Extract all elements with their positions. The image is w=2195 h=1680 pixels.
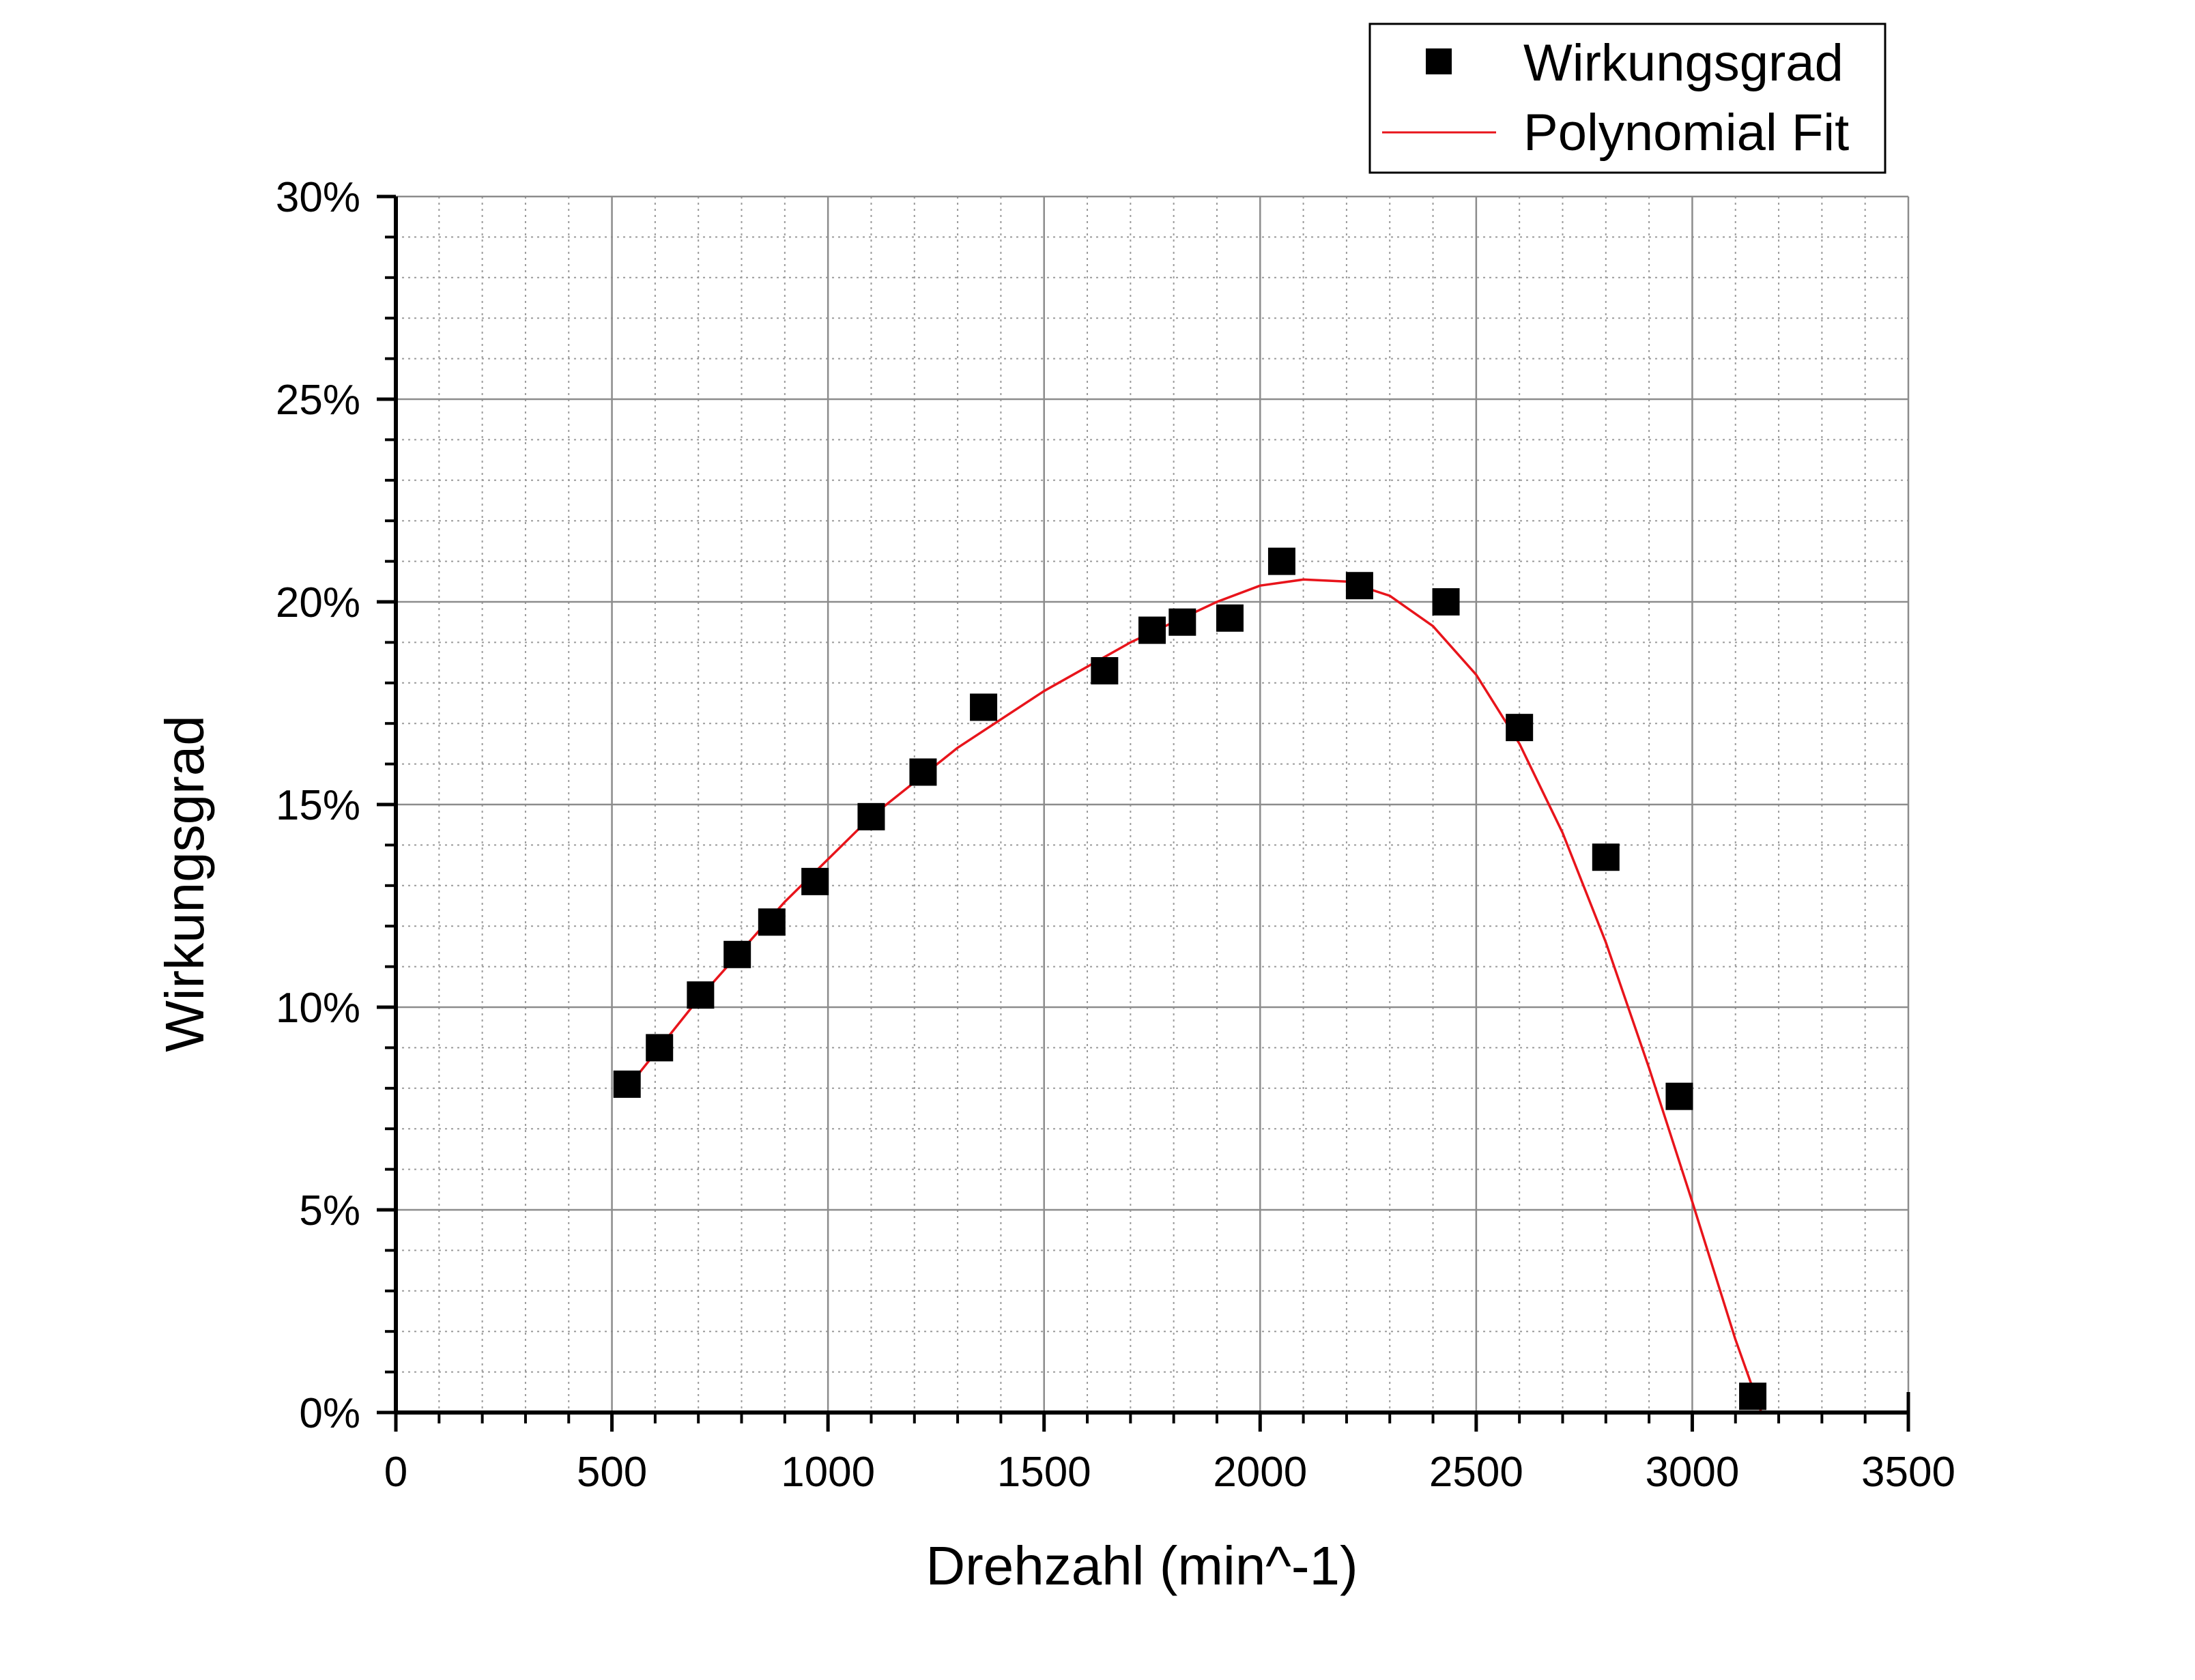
y-tick-label: 5% [299, 1187, 360, 1234]
data-point [687, 981, 715, 1009]
data-point [857, 802, 885, 830]
data-point [1739, 1382, 1767, 1410]
y-tick-label: 25% [276, 377, 360, 424]
polynomial-fit-line [626, 578, 1763, 1413]
x-tick-label: 1500 [997, 1449, 1091, 1496]
x-tick-label: 2500 [1429, 1449, 1523, 1496]
data-point [1665, 1082, 1693, 1110]
x-tick-label: 3000 [1645, 1449, 1739, 1496]
x-tick-label: 1000 [781, 1449, 875, 1496]
x-axis-title: Drehzahl (min^-1) [926, 1535, 1358, 1596]
x-tick-label: 0 [384, 1449, 407, 1496]
legend-marker-wirkungsgrad [1426, 48, 1452, 74]
y-tick-label: 15% [276, 782, 360, 829]
data-point [613, 1070, 641, 1098]
data-point [970, 693, 998, 721]
data-point [646, 1034, 674, 1062]
legend-label-polynomial-fit: Polynomial Fit [1523, 104, 1849, 162]
x-tick-label: 2000 [1213, 1449, 1307, 1496]
y-axis-title: Wirkungsgrad [154, 715, 215, 1052]
x-tick-label: 500 [577, 1449, 647, 1496]
data-point [909, 758, 937, 786]
legend: Wirkungsgrad Polynomial Fit [1368, 23, 1886, 174]
y-tick-label: 0% [299, 1390, 360, 1437]
data-point [1432, 588, 1460, 615]
legend-box [1368, 23, 1886, 174]
data-point [1506, 714, 1534, 742]
axes [377, 194, 1910, 1432]
data-point [801, 867, 829, 895]
data-point [723, 940, 751, 968]
legend-label-wirkungsgrad: Wirkungsgrad [1523, 34, 1843, 92]
data-point [1345, 572, 1373, 600]
polynomial-fit-series [626, 578, 1763, 1413]
data-point [1216, 604, 1244, 632]
tick-labels: 0 500 1000 1500 2000 2500 3000 3500 0% 5% 10% 15% 20… [276, 174, 1955, 1496]
wirkungsgrad-series [613, 547, 1767, 1410]
data-point [1138, 616, 1166, 644]
y-tick-label: 10% [276, 985, 360, 1032]
x-tick-label: 3500 [1861, 1449, 1955, 1496]
data-point [1267, 547, 1295, 575]
major-grid [396, 195, 1910, 1413]
y-tick-label: 30% [276, 174, 360, 221]
y-tick-label: 20% [276, 579, 360, 626]
data-point [1091, 656, 1119, 684]
data-point [1168, 608, 1196, 636]
data-point [758, 908, 786, 936]
data-point [1592, 843, 1620, 871]
